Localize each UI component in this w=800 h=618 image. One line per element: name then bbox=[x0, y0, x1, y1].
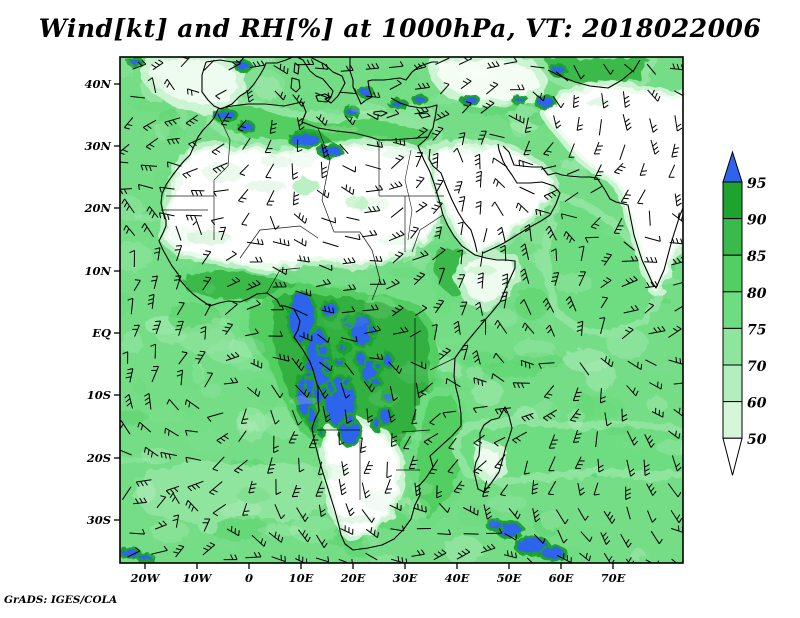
x-axis-label: 10E bbox=[289, 571, 314, 585]
x-axis-label: 10W bbox=[183, 571, 213, 585]
legend-segment bbox=[722, 181, 743, 220]
legend-segment bbox=[722, 218, 743, 256]
y-axis-label: 40N bbox=[84, 77, 111, 91]
legend-segment bbox=[722, 364, 743, 403]
axes: 40N 30N 20N 10N EQ 10S 20S 30S 20W 10W 0 10E 20E 30E 4… bbox=[83, 77, 625, 585]
x-axis-label: 60E bbox=[549, 571, 574, 585]
x-axis-label: 20W bbox=[130, 571, 161, 585]
legend-label: 85 bbox=[747, 249, 766, 265]
country-borders bbox=[161, 113, 456, 500]
nile-river bbox=[404, 149, 413, 241]
legend-label: 60 bbox=[747, 396, 767, 412]
y-axis-label: 20S bbox=[86, 451, 111, 465]
legend-segment bbox=[722, 291, 743, 329]
y-axis-label: 30N bbox=[84, 139, 111, 153]
legend-arrow-top bbox=[722, 150, 743, 183]
y-axis-label: 10N bbox=[84, 264, 111, 278]
x-axis-label: 50E bbox=[497, 571, 522, 585]
y-axis-label: EQ bbox=[91, 326, 111, 340]
y-axis-label: 30S bbox=[87, 513, 111, 527]
legend-label: 80 bbox=[747, 286, 767, 302]
map-frame bbox=[119, 56, 684, 564]
legend-segment bbox=[722, 254, 743, 293]
x-axis-label: 30E bbox=[393, 571, 418, 585]
wind-barbs-layer bbox=[120, 57, 683, 563]
x-axis-label: 0 bbox=[245, 571, 253, 585]
legend-label: 75 bbox=[747, 322, 766, 338]
coastlines bbox=[158, 57, 683, 551]
y-axis-label: 10S bbox=[87, 388, 111, 402]
y-axis-label: 20N bbox=[83, 201, 111, 215]
legend-label: 70 bbox=[747, 359, 767, 375]
x-axis-label: 20E bbox=[340, 571, 366, 585]
colorbar-legend: 95 90 85 80 75 70 60 50 bbox=[722, 150, 767, 476]
legend-segment bbox=[722, 327, 743, 366]
plot-title: Wind[kt] and RH[%] at 1000hPa, VT: 20180… bbox=[38, 14, 762, 43]
attribution: GrADS: IGES/COLA bbox=[4, 594, 118, 606]
x-axis-label: 40E bbox=[445, 571, 470, 585]
legend-arrow-bottom bbox=[722, 437, 743, 476]
legend-label: 95 bbox=[747, 176, 766, 192]
legend-segment bbox=[722, 401, 743, 439]
map-layers bbox=[120, 57, 683, 563]
legend-label: 90 bbox=[747, 213, 767, 229]
x-axis-label: 70E bbox=[601, 571, 626, 585]
legend-label: 50 bbox=[747, 432, 767, 448]
